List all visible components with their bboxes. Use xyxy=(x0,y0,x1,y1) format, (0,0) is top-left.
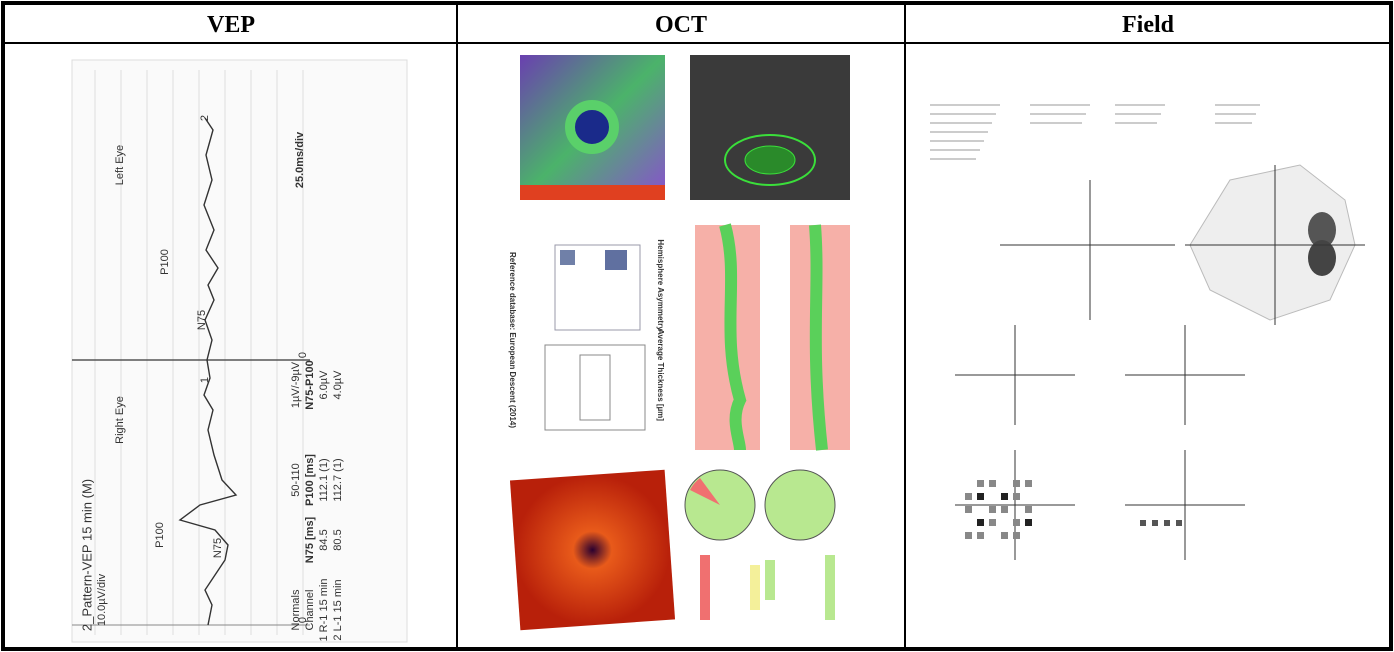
vep-label: 1µV/-9µV xyxy=(290,361,302,408)
defect-square xyxy=(977,519,984,526)
vep-label: N75 xyxy=(212,538,224,558)
vep-label: 84.5 xyxy=(318,529,330,550)
defect-square xyxy=(1013,519,1020,526)
defect-square xyxy=(1001,493,1008,500)
column-header: OCT xyxy=(655,12,707,38)
vep-label: 4.0µV xyxy=(332,370,344,400)
vep-label: 1 R-1 15 min xyxy=(318,579,330,642)
oct-label: Average Thickness [µm] xyxy=(656,329,665,421)
vep-label: 1 xyxy=(199,377,211,383)
column-header: Field xyxy=(1122,12,1175,38)
vep-label: 0 xyxy=(297,617,309,623)
vep-label: Right Eye xyxy=(114,396,126,444)
vep-label: N75 [ms] xyxy=(304,516,316,563)
defect-square xyxy=(1025,506,1032,513)
defect-square xyxy=(1025,480,1032,487)
vep-label: 80.5 xyxy=(332,529,344,550)
defect-square xyxy=(1013,493,1020,500)
defect-square xyxy=(1152,520,1158,526)
vep-label: 2_Pattern-VEP 15 min (M) xyxy=(79,479,94,631)
defect-square xyxy=(1013,532,1020,539)
vep-label: 2 xyxy=(199,115,211,121)
defect-square xyxy=(1164,520,1170,526)
oct-label: Hemisphere Asymmetry xyxy=(656,239,665,331)
defect-square xyxy=(989,506,996,513)
defect-square xyxy=(977,493,984,500)
defect-square xyxy=(977,532,984,539)
defect-square xyxy=(1013,480,1020,487)
vep-label: P100 xyxy=(159,249,171,275)
vep-label: 50-110 xyxy=(290,463,302,496)
vep-label: 112.7 (1) xyxy=(332,458,344,501)
vep-label: 0 xyxy=(297,352,309,358)
defect-square xyxy=(977,480,984,487)
defect-square xyxy=(1025,519,1032,526)
vep-label: Channel xyxy=(304,590,316,631)
vep-label: 6.0µV xyxy=(318,370,330,400)
vep-label: 112.1 (1) xyxy=(318,458,330,501)
defect-square xyxy=(989,480,996,487)
figure-table: VEP OCT Field Left Eye 25.0ms/div Right Ey… xyxy=(0,0,1394,652)
defect-square xyxy=(1001,506,1008,513)
defect-square xyxy=(1001,532,1008,539)
defect-square xyxy=(965,493,972,500)
column-header: VEP xyxy=(207,12,255,38)
vep-label: N75 xyxy=(196,310,208,330)
vep-label: P100 [ms] xyxy=(304,454,316,506)
oct-label: Reference database: European Descent (20… xyxy=(508,252,517,428)
vep-label: Normals xyxy=(290,589,302,630)
vep-label: P100 xyxy=(154,522,166,548)
defect-square xyxy=(965,532,972,539)
vep-label: N75-P100 xyxy=(304,360,316,410)
vep-label: 10.0µV/div xyxy=(96,573,108,626)
vep-label: 25.0ms/div xyxy=(294,131,306,188)
defect-square xyxy=(1176,520,1182,526)
vep-label: Left Eye xyxy=(114,145,126,185)
defect-square xyxy=(965,506,972,513)
defect-square xyxy=(989,519,996,526)
defect-square xyxy=(1140,520,1146,526)
vep-label: 2 L-1 15 min xyxy=(332,579,344,640)
